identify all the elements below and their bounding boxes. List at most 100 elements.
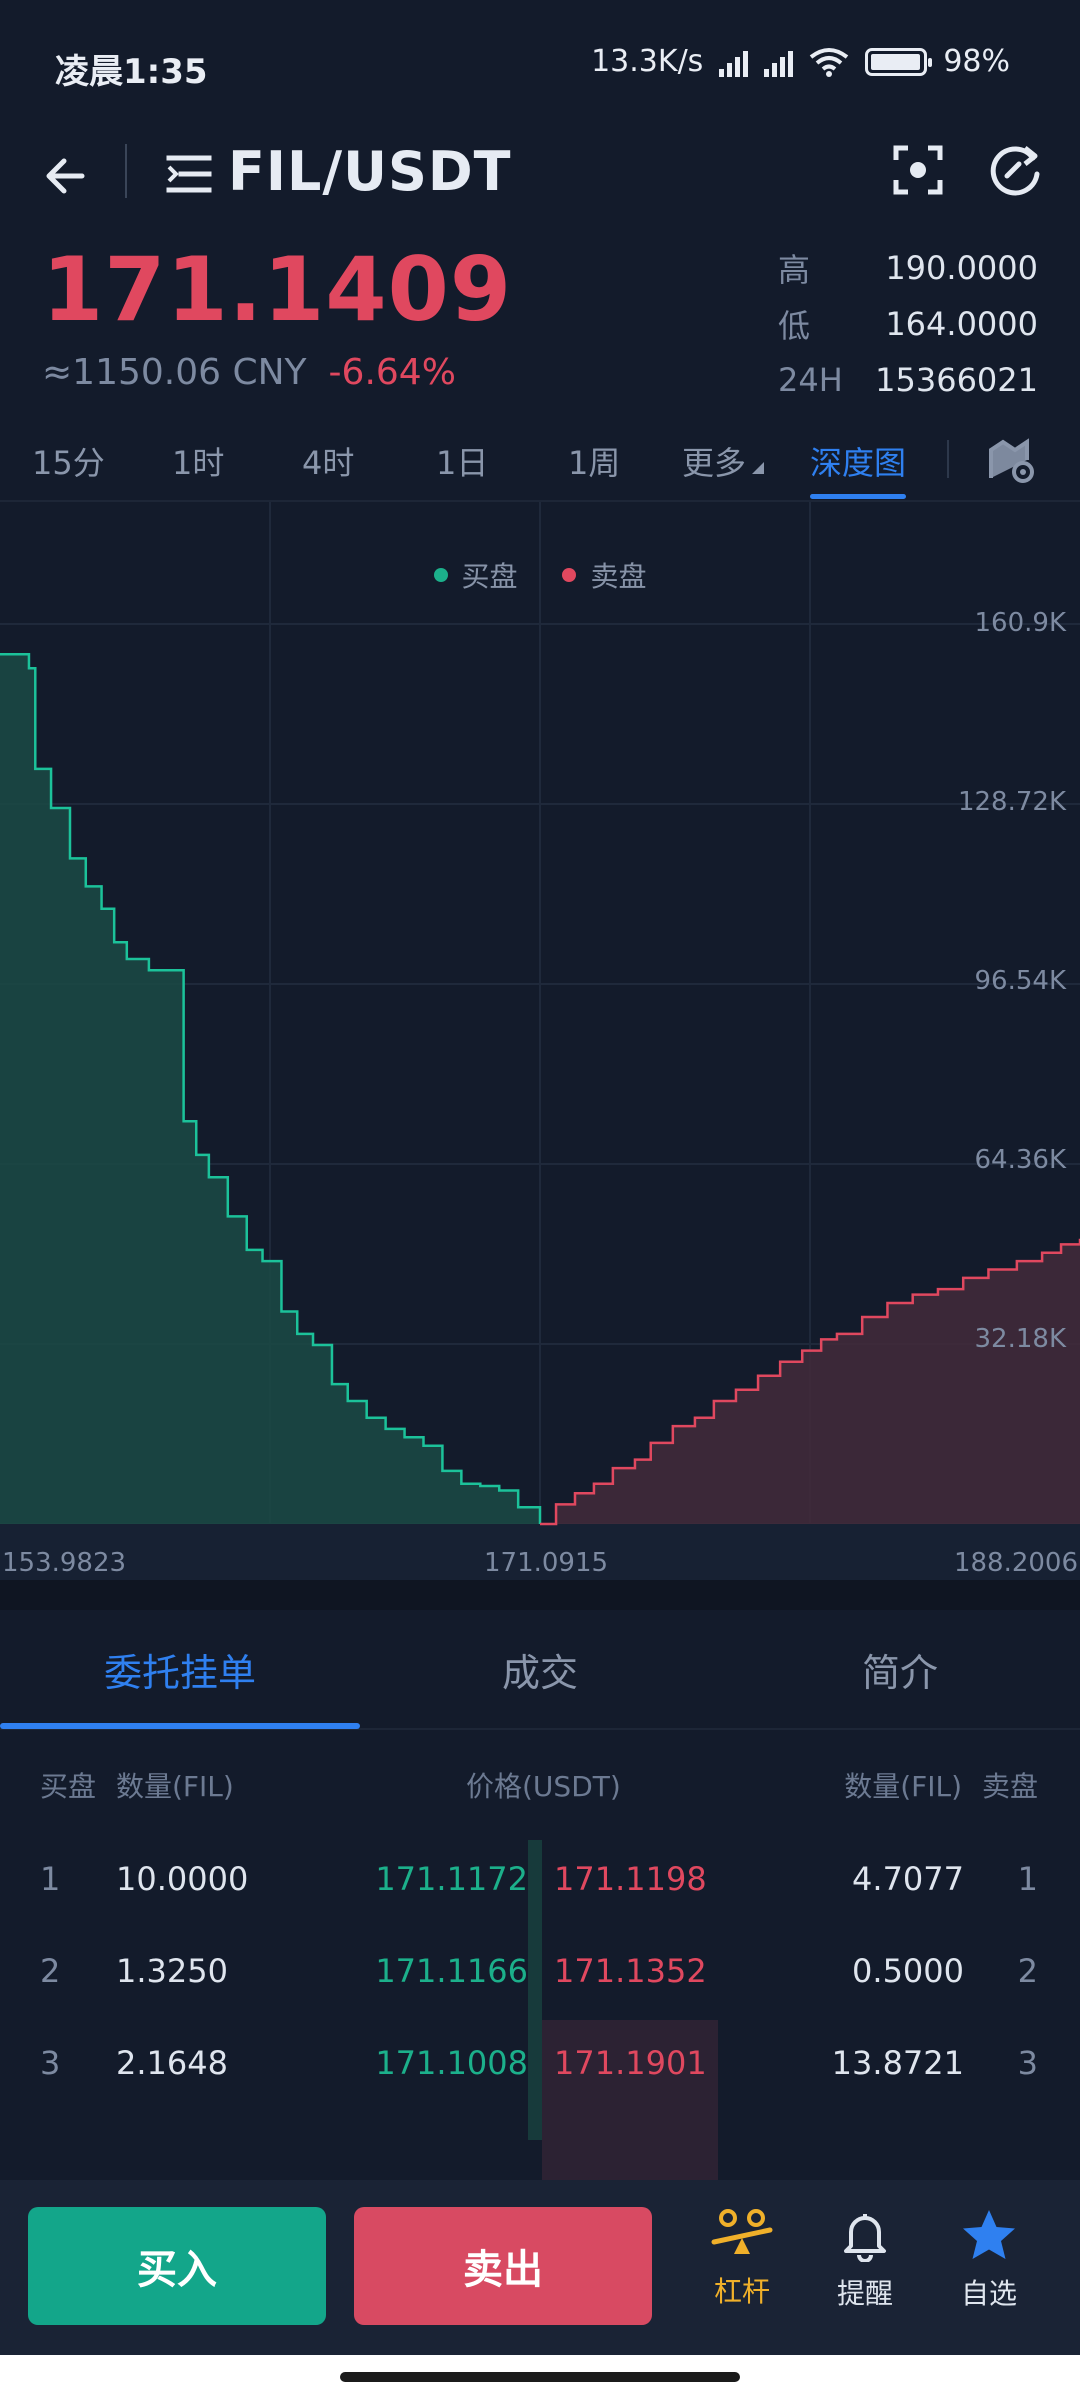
ask-depth-bar [542,2020,718,2180]
chart-grid [0,502,1080,1580]
depth-chart[interactable] [0,502,1080,1580]
tab-1d[interactable]: 1日 [436,444,489,482]
y-tick-4: 64.36K [974,1145,1066,1175]
high-value: 190.0000 [885,249,1038,287]
y-tick-2: 128.72K [957,787,1066,817]
active-tab-underline [810,494,906,499]
book-row[interactable]: 1 10.0000 171.1172 171.1198 4.7077 1 [0,1840,1080,1932]
legend-asks: 卖盘 [562,555,646,595]
y-tick-3: 96.54K [974,966,1066,996]
leverage-label: 杠杆 [713,2275,770,2308]
volume-value: 15366021 [875,361,1038,399]
chart-settings-icon[interactable] [985,434,1037,486]
tab-1h[interactable]: 1时 [172,444,225,482]
tab-15m[interactable]: 15分 [32,444,105,482]
status-bar: 凌晨1:35 13.3K/s 98% [0,0,1080,130]
row-index-bid: 1 [40,1860,61,1898]
book-row[interactable]: 2 1.3250 171.1166 171.1352 0.5000 2 [0,1932,1080,2024]
timeframe-tabs: 15分 1时 4时 1日 1周 更多 深度图 [0,428,1080,500]
alert-label: 提醒 [836,2277,893,2310]
battery-fill [871,53,921,70]
legend-bids-dot [433,568,448,582]
back-arrow-icon[interactable] [38,148,94,204]
legend-bids-label: 买盘 [461,560,518,593]
bid-qty: 2.1648 [116,2044,228,2082]
bid-price: 171.1166 [375,1952,528,1990]
wifi-icon [810,47,849,77]
bid-qty: 10.0000 [116,1860,249,1898]
stat-volume: 24H 15366021 [778,352,1038,408]
header-ask: 卖盘 [981,1770,1038,1803]
scan-icon[interactable] [890,142,946,198]
ask-price: 171.1901 [554,2044,707,2082]
watchlist-label: 自选 [960,2277,1017,2310]
tab-depth[interactable]: 深度图 [810,444,907,482]
x-tick-mid: 171.0915 [484,1548,609,1578]
system-nav-bar [0,2355,1080,2400]
ask-price: 171.1198 [554,1860,707,1898]
tab-intro[interactable]: 简介 [861,1651,938,1695]
x-tick-max: 188.2006 [953,1548,1078,1578]
tab-more-label: 更多 [682,444,747,482]
high-label: 高 [778,251,811,289]
home-indicator[interactable] [340,2372,740,2382]
header-divider [125,144,127,198]
network-speed: 13.3K/s [591,44,704,79]
bid-depth-area [0,654,541,1524]
buy-button[interactable]: 买入 [28,2207,326,2325]
volume-label: 24H [778,361,843,399]
y-tick-5: 32.18K [974,1324,1066,1354]
ask-qty: 4.7077 [852,1860,964,1898]
leverage-icon [711,2209,773,2254]
refresh-icon[interactable] [985,140,1045,200]
low-label: 低 [778,307,811,345]
ask-depth-line [540,1238,1080,1526]
bid-price: 171.1172 [375,1860,528,1898]
menu-list-icon[interactable] [165,150,213,198]
x-axis-band [0,1524,1080,1580]
price-stats: 高 190.0000 低 164.0000 24H 15366021 [778,240,1038,408]
tab-separator [947,440,949,478]
bid-depth-bar [528,1840,542,2140]
book-tabs: 委托挂单 成交 简介 [0,1610,1080,1730]
ask-qty: 13.8721 [831,2044,964,2082]
leverage-button[interactable]: 杠杆 [687,2208,797,2310]
ask-depth-area [540,1238,1080,1524]
cny-price: ≈1150.06 CNY [42,352,307,393]
watchlist-button[interactable]: 自选 [934,2208,1044,2312]
header-bid: 买盘 [40,1770,97,1803]
low-value: 164.0000 [885,305,1038,343]
bid-price: 171.1008 [375,2044,528,2082]
tab-trades[interactable]: 成交 [501,1651,578,1695]
pair-title[interactable]: FIL/USDT [228,140,512,203]
tab-order-book[interactable]: 委托挂单 [103,1651,256,1695]
book-row[interactable]: 3 2.1648 171.1008 171.1901 13.8721 3 [0,2024,1080,2116]
status-time: 凌晨1:35 [55,52,208,92]
bell-icon [844,2214,886,2262]
signal-icon-2 [764,47,794,77]
ask-price: 171.1352 [554,1952,707,1990]
row-index-bid: 2 [40,1952,61,1990]
order-book-header: 买盘 数量(FIL) 价格(USDT) 数量(FIL) 卖盘 [0,1765,1080,1805]
tabs-divider [0,500,1080,502]
status-right: 13.3K/s 98% [591,44,1010,79]
legend-asks-dot [562,568,577,582]
x-tick-min: 153.9823 [2,1548,127,1578]
header: FIL/USDT [0,130,1080,225]
tab-4h[interactable]: 4时 [302,444,355,482]
bid-depth-line [0,652,542,1524]
cny-price-line: ≈1150.06 CNY -6.64% [42,352,456,393]
dropdown-triangle-icon [752,462,765,474]
sell-button[interactable]: 卖出 [354,2207,652,2325]
tab-more[interactable]: 更多 [682,438,765,484]
row-index-ask: 2 [1017,1952,1038,1990]
row-index-bid: 3 [40,2044,61,2082]
stat-low: 低 164.0000 [778,296,1038,352]
tab-1w[interactable]: 1周 [568,444,621,482]
star-icon [963,2210,1015,2259]
price-change: -6.64% [328,352,456,393]
panel-gap [0,1580,1080,1610]
bid-qty: 1.3250 [116,1952,228,1990]
signal-icon [719,47,749,77]
alert-button[interactable]: 提醒 [810,2208,920,2312]
